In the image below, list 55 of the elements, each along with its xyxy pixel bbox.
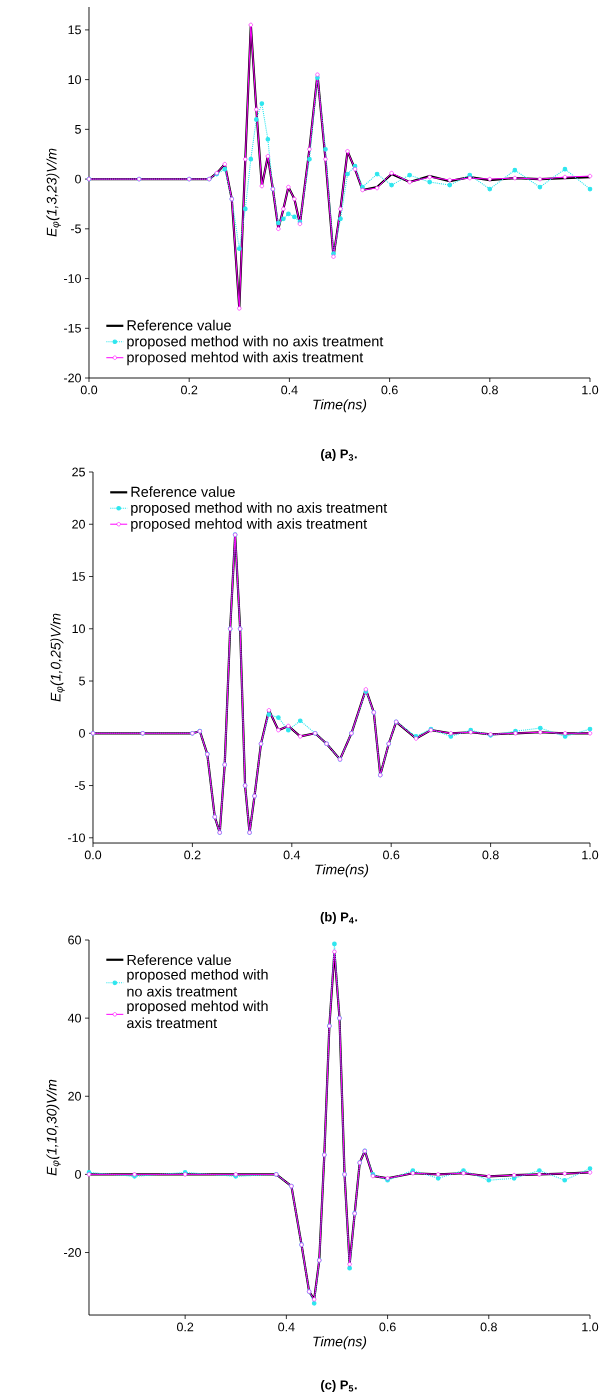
x-tick-label: 0.4 [281, 385, 298, 395]
legend-label: Reference value [127, 954, 231, 966]
x-tick-label: 1.0 [582, 850, 599, 860]
y-tick-label: -20 [64, 1248, 81, 1257]
y-tick-label: 15 [72, 572, 85, 581]
y-tick-label: 5 [75, 125, 81, 134]
y-tick-label: -15 [64, 323, 81, 333]
y-axis-title: E$_{φ}$(1,3,23)V/m [46, 148, 61, 237]
y-tick-label: 60 [68, 935, 81, 945]
y-tick-label: 10 [68, 75, 81, 85]
y-tick-label: 0 [75, 174, 81, 184]
y-tick-label: 20 [72, 519, 85, 529]
y-tick-label: 5 [79, 676, 85, 686]
x-tick-label: 0.6 [381, 385, 398, 395]
text: (a) P$_{3}$. [321, 448, 357, 462]
legend-label: proposed mehtod with axis treatment [127, 351, 364, 366]
legend-label: Reference value [127, 319, 231, 331]
x-tick-label: 1.0 [582, 385, 599, 395]
x-axis-title: Time(ns) [315, 864, 369, 878]
y-tick-label: -10 [64, 274, 81, 283]
x-tick-label: 0.0 [80, 385, 98, 395]
text: (c) P$_{5}$. [321, 1379, 357, 1393]
y-tick-label: -20 [64, 373, 81, 383]
y-tick-label: 10 [72, 624, 85, 634]
y-axis-title: E$_{φ}$(1,10,30)V/m [46, 1079, 61, 1176]
x-tick-label: 0.2 [176, 1322, 194, 1332]
x-tick-label: 0.4 [283, 850, 301, 860]
legend-label: proposed mehtod with axis treatment [131, 518, 368, 532]
x-tick-label: 0.8 [481, 385, 498, 395]
y-axis-title: E$_{φ}$(1,0,25)V/m [50, 613, 65, 702]
x-tick-label: 1.0 [582, 1322, 599, 1332]
x-tick-label: 0.2 [184, 850, 201, 860]
x-tick-label: 0.6 [383, 850, 400, 860]
y-tick-label: 20 [68, 1091, 81, 1101]
x-tick-label: 0.8 [482, 850, 499, 860]
y-tick-label: -5 [70, 224, 81, 234]
y-tick-label: -10 [68, 833, 85, 843]
y-tick-label: 0 [79, 728, 85, 738]
x-tick-label: 0.8 [480, 1322, 497, 1332]
y-tick-label: 15 [68, 25, 81, 35]
legend-label: proposed mehtod with axis treatment [127, 1000, 268, 1029]
x-axis-title: Time(ns) [313, 399, 367, 413]
legend-label: proposed method with no axis treatment [127, 335, 384, 350]
x-tick-label: 0.2 [181, 385, 198, 395]
x-tick-label: 0.4 [278, 1322, 295, 1332]
y-tick-label: 0 [75, 1169, 81, 1179]
legend-label: proposed method with no axis treatment [131, 502, 388, 516]
x-tick-label: 0.6 [379, 1322, 396, 1332]
text: (b) P$_{4}$. [320, 911, 358, 925]
x-axis-title: Time(ns) [313, 1336, 367, 1350]
y-tick-label: 40 [67, 1013, 81, 1023]
y-tick-label: -5 [74, 781, 85, 790]
x-tick-label: 0.0 [84, 850, 102, 860]
y-tick-label: 25 [72, 467, 85, 477]
legend-label: Reference value [131, 486, 235, 497]
